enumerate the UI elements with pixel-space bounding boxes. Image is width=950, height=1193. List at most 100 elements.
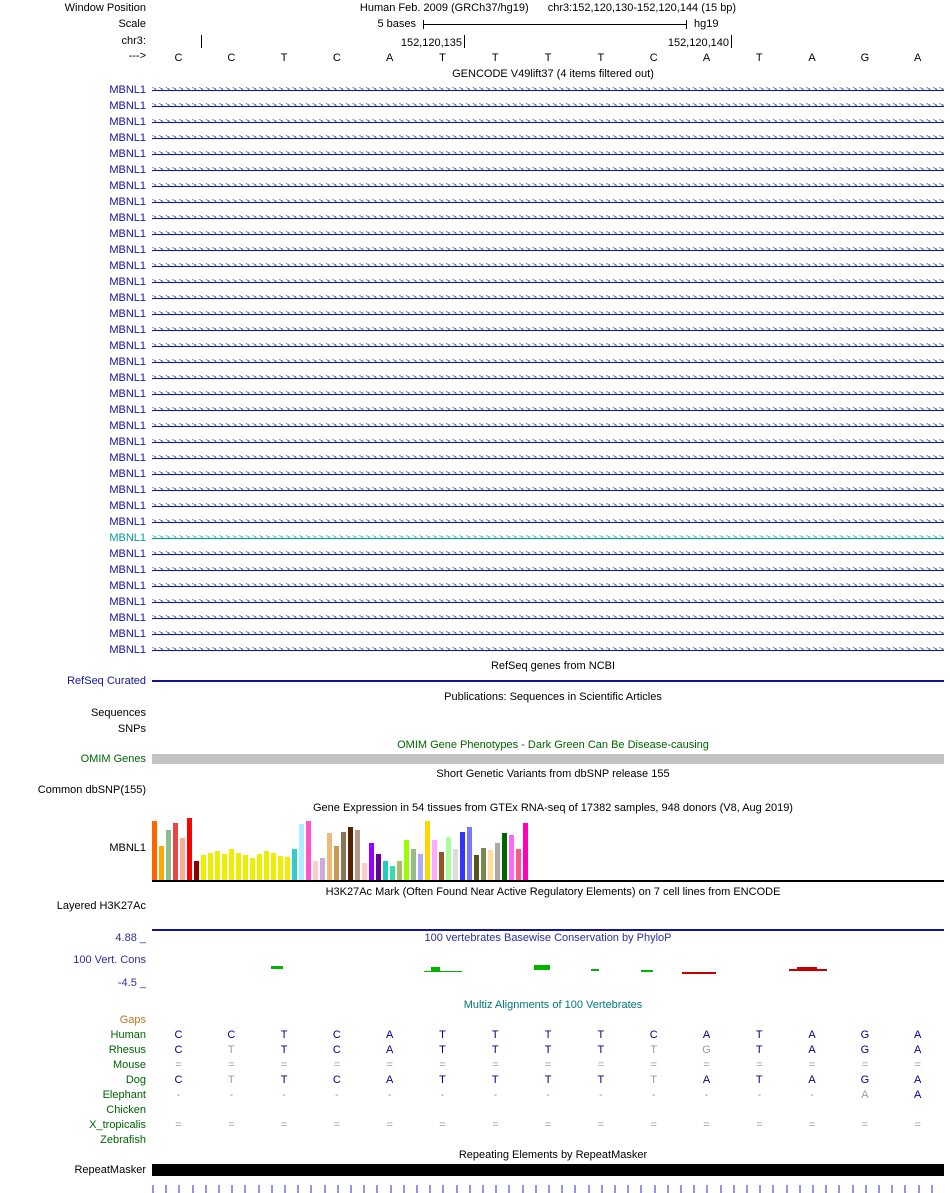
transcript-arrows[interactable]: >>>>>>>>>>>>>>>>>>>>>>>>>>>>>>>>>>>>>>>>… — [152, 626, 944, 642]
gtex-tissue-bar[interactable] — [208, 853, 213, 880]
gencode-transcript-row[interactable]: MBNL1 >>>>>>>>>>>>>>>>>>>>>>>>>>>>>>>>>>>… — [0, 482, 950, 498]
gene-label[interactable]: MBNL1 — [109, 388, 146, 400]
transcript-arrows[interactable]: >>>>>>>>>>>>>>>>>>>>>>>>>>>>>>>>>>>>>>>>… — [152, 386, 944, 402]
gencode-transcript-row[interactable]: MBNL1 >>>>>>>>>>>>>>>>>>>>>>>>>>>>>>>>>>>… — [0, 178, 950, 194]
track-header-phylop[interactable]: 100 vertebrates Basewise Conservation by… — [424, 932, 672, 944]
species-label-dog[interactable]: Dog — [125, 1074, 146, 1086]
gtex-tissue-bar[interactable] — [320, 858, 325, 880]
gtex-tissue-bar[interactable] — [166, 830, 171, 880]
gtex-gene-label[interactable]: MBNL1 — [109, 842, 146, 854]
gene-label[interactable]: MBNL1 — [109, 196, 146, 208]
refseq-curated-label[interactable]: RefSeq Curated — [67, 675, 146, 687]
gtex-tissue-bar[interactable] — [488, 850, 493, 880]
gene-label[interactable]: MBNL1 — [109, 260, 146, 272]
gencode-transcript-row[interactable]: MBNL1 >>>>>>>>>>>>>>>>>>>>>>>>>>>>>>>>>>>… — [0, 306, 950, 322]
gtex-tissue-bar[interactable] — [404, 840, 409, 880]
gene-label[interactable]: MBNL1 — [109, 228, 146, 240]
gtex-tissue-bar[interactable] — [502, 833, 507, 880]
gencode-transcript-row[interactable]: MBNL1 >>>>>>>>>>>>>>>>>>>>>>>>>>>>>>>>>>>… — [0, 642, 950, 658]
gtex-tissue-bar[interactable] — [180, 838, 185, 880]
gtex-tissue-bar[interactable] — [264, 851, 269, 880]
snps-label[interactable]: SNPs — [117, 723, 146, 735]
transcript-arrows[interactable]: >>>>>>>>>>>>>>>>>>>>>>>>>>>>>>>>>>>>>>>>… — [152, 642, 944, 658]
transcript-arrows[interactable]: >>>>>>>>>>>>>>>>>>>>>>>>>>>>>>>>>>>>>>>>… — [152, 514, 944, 530]
transcript-arrows[interactable]: >>>>>>>>>>>>>>>>>>>>>>>>>>>>>>>>>>>>>>>>… — [152, 610, 944, 626]
gtex-tissue-bar[interactable] — [355, 830, 360, 880]
track-header-gencode[interactable]: GENCODE V49lift37 (4 items filtered out) — [452, 68, 654, 80]
gencode-transcript-row[interactable]: MBNL1 >>>>>>>>>>>>>>>>>>>>>>>>>>>>>>>>>>>… — [0, 530, 950, 546]
species-label-rhesus[interactable]: Rhesus — [108, 1044, 146, 1056]
gtex-tissue-bar[interactable] — [215, 851, 220, 880]
transcript-arrows[interactable]: >>>>>>>>>>>>>>>>>>>>>>>>>>>>>>>>>>>>>>>>… — [152, 258, 944, 274]
gencode-transcript-row[interactable]: MBNL1 >>>>>>>>>>>>>>>>>>>>>>>>>>>>>>>>>>>… — [0, 354, 950, 370]
gene-label[interactable]: MBNL1 — [109, 116, 146, 128]
species-label-zebrafish[interactable]: Zebrafish — [100, 1134, 146, 1146]
gtex-tissue-bar[interactable] — [313, 861, 318, 880]
gtex-tissue-bar[interactable] — [271, 853, 276, 880]
gencode-transcript-row[interactable]: MBNL1 >>>>>>>>>>>>>>>>>>>>>>>>>>>>>>>>>>>… — [0, 146, 950, 162]
gtex-tissue-bar[interactable] — [439, 852, 444, 880]
gtex-tissue-bar[interactable] — [509, 835, 514, 880]
track-header-dbsnp[interactable]: Short Genetic Variants from dbSNP releas… — [436, 768, 670, 780]
gencode-transcript-row[interactable]: MBNL1 >>>>>>>>>>>>>>>>>>>>>>>>>>>>>>>>>>>… — [0, 626, 950, 642]
transcript-arrows[interactable]: >>>>>>>>>>>>>>>>>>>>>>>>>>>>>>>>>>>>>>>>… — [152, 354, 944, 370]
transcript-arrows[interactable]: >>>>>>>>>>>>>>>>>>>>>>>>>>>>>>>>>>>>>>>>… — [152, 338, 944, 354]
transcript-arrows[interactable]: >>>>>>>>>>>>>>>>>>>>>>>>>>>>>>>>>>>>>>>>… — [152, 434, 944, 450]
gene-label[interactable]: MBNL1 — [109, 612, 146, 624]
transcript-arrows[interactable]: >>>>>>>>>>>>>>>>>>>>>>>>>>>>>>>>>>>>>>>>… — [152, 226, 944, 242]
gtex-tissue-bar[interactable] — [362, 863, 367, 880]
species-label-mouse[interactable]: Mouse — [112, 1059, 146, 1071]
species-label-gaps[interactable]: Gaps — [119, 1014, 146, 1026]
gene-label[interactable]: MBNL1 — [109, 532, 146, 544]
gtex-tissue-bar[interactable] — [397, 861, 402, 880]
gtex-tissue-bar[interactable] — [460, 832, 465, 880]
phylop-track-label[interactable]: 100 Vert. Cons — [73, 954, 146, 966]
gencode-transcript-row[interactable]: MBNL1 >>>>>>>>>>>>>>>>>>>>>>>>>>>>>>>>>>>… — [0, 498, 950, 514]
transcript-arrows[interactable]: >>>>>>>>>>>>>>>>>>>>>>>>>>>>>>>>>>>>>>>>… — [152, 130, 944, 146]
track-header-publications[interactable]: Publications: Sequences in Scientific Ar… — [444, 691, 662, 703]
transcript-arrows[interactable]: >>>>>>>>>>>>>>>>>>>>>>>>>>>>>>>>>>>>>>>>… — [152, 594, 944, 610]
gencode-transcript-row[interactable]: MBNL1 >>>>>>>>>>>>>>>>>>>>>>>>>>>>>>>>>>>… — [0, 450, 950, 466]
transcript-arrows[interactable]: >>>>>>>>>>>>>>>>>>>>>>>>>>>>>>>>>>>>>>>>… — [152, 178, 944, 194]
gene-label[interactable]: MBNL1 — [109, 452, 146, 464]
layered-h3k27ac-label[interactable]: Layered H3K27Ac — [56, 900, 146, 912]
sequences-label[interactable]: Sequences — [90, 707, 146, 719]
gencode-transcript-row[interactable]: MBNL1 >>>>>>>>>>>>>>>>>>>>>>>>>>>>>>>>>>>… — [0, 114, 950, 130]
gtex-tissue-bar[interactable] — [432, 840, 437, 880]
gencode-transcript-row[interactable]: MBNL1 >>>>>>>>>>>>>>>>>>>>>>>>>>>>>>>>>>>… — [0, 386, 950, 402]
gencode-transcript-row[interactable]: MBNL1 >>>>>>>>>>>>>>>>>>>>>>>>>>>>>>>>>>>… — [0, 562, 950, 578]
transcript-arrows[interactable]: >>>>>>>>>>>>>>>>>>>>>>>>>>>>>>>>>>>>>>>>… — [152, 498, 944, 514]
gtex-tissue-bar[interactable] — [376, 854, 381, 880]
gene-label[interactable]: MBNL1 — [109, 276, 146, 288]
gene-label[interactable]: MBNL1 — [109, 516, 146, 528]
gtex-tissue-bar[interactable] — [306, 821, 311, 880]
transcript-arrows[interactable]: >>>>>>>>>>>>>>>>>>>>>>>>>>>>>>>>>>>>>>>>… — [152, 98, 944, 114]
species-label-x_tropicalis[interactable]: X_tropicalis — [89, 1119, 146, 1131]
track-header-h3k27ac[interactable]: H3K27Ac Mark (Often Found Near Active Re… — [325, 886, 781, 898]
transcript-arrows[interactable]: >>>>>>>>>>>>>>>>>>>>>>>>>>>>>>>>>>>>>>>>… — [152, 466, 944, 482]
common-dbsnp-label[interactable]: Common dbSNP(155) — [37, 784, 146, 796]
track-header-repeatmasker[interactable]: Repeating Elements by RepeatMasker — [458, 1149, 648, 1161]
gencode-transcript-row[interactable]: MBNL1 >>>>>>>>>>>>>>>>>>>>>>>>>>>>>>>>>>>… — [0, 258, 950, 274]
gene-label[interactable]: MBNL1 — [109, 628, 146, 640]
gtex-tissue-bar[interactable] — [495, 843, 500, 880]
repeatmasker-label[interactable]: RepeatMasker — [74, 1164, 146, 1176]
transcript-arrows[interactable]: >>>>>>>>>>>>>>>>>>>>>>>>>>>>>>>>>>>>>>>>… — [152, 402, 944, 418]
transcript-arrows[interactable]: >>>>>>>>>>>>>>>>>>>>>>>>>>>>>>>>>>>>>>>>… — [152, 82, 944, 98]
gtex-tissue-bar[interactable] — [250, 858, 255, 880]
gene-label[interactable]: MBNL1 — [109, 404, 146, 416]
species-label-human[interactable]: Human — [110, 1029, 146, 1041]
gtex-tissue-bar[interactable] — [327, 833, 332, 880]
gencode-transcript-row[interactable]: MBNL1 >>>>>>>>>>>>>>>>>>>>>>>>>>>>>>>>>>>… — [0, 162, 950, 178]
gtex-tissue-bar[interactable] — [257, 854, 262, 880]
gencode-transcript-row[interactable]: MBNL1 >>>>>>>>>>>>>>>>>>>>>>>>>>>>>>>>>>>… — [0, 322, 950, 338]
transcript-arrows[interactable]: >>>>>>>>>>>>>>>>>>>>>>>>>>>>>>>>>>>>>>>>… — [152, 370, 944, 386]
transcript-arrows[interactable]: >>>>>>>>>>>>>>>>>>>>>>>>>>>>>>>>>>>>>>>>… — [152, 146, 944, 162]
gencode-transcript-row[interactable]: MBNL1 >>>>>>>>>>>>>>>>>>>>>>>>>>>>>>>>>>>… — [0, 594, 950, 610]
gencode-transcript-row[interactable]: MBNL1 >>>>>>>>>>>>>>>>>>>>>>>>>>>>>>>>>>>… — [0, 514, 950, 530]
transcript-arrows[interactable]: >>>>>>>>>>>>>>>>>>>>>>>>>>>>>>>>>>>>>>>>… — [152, 530, 944, 546]
repeat-element-item[interactable] — [152, 1164, 944, 1176]
transcript-arrows[interactable]: >>>>>>>>>>>>>>>>>>>>>>>>>>>>>>>>>>>>>>>>… — [152, 418, 944, 434]
transcript-arrows[interactable]: >>>>>>>>>>>>>>>>>>>>>>>>>>>>>>>>>>>>>>>>… — [152, 306, 944, 322]
transcript-arrows[interactable]: >>>>>>>>>>>>>>>>>>>>>>>>>>>>>>>>>>>>>>>>… — [152, 546, 944, 562]
